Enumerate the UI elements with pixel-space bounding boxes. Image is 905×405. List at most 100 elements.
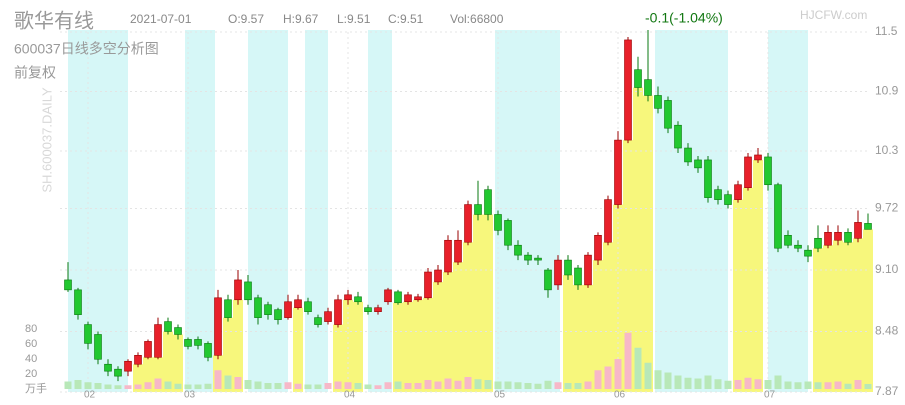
band — [248, 30, 288, 392]
candle-body — [314, 317, 322, 325]
volume-bar — [334, 381, 342, 389]
candle-body — [794, 244, 802, 249]
trend-fill — [333, 324, 343, 392]
trend-fill — [443, 272, 453, 392]
volume-bar — [814, 382, 822, 389]
trend-fill — [593, 260, 603, 392]
candle-body — [564, 259, 572, 276]
volume-bar — [614, 359, 622, 389]
volume-bar — [164, 381, 172, 389]
close: C:9.51 — [388, 12, 424, 26]
volume-bar — [704, 375, 712, 389]
date: 2021-07-01 — [130, 12, 192, 26]
band — [185, 30, 215, 392]
x-tick-label: 04 — [344, 390, 356, 400]
volume-bar — [184, 384, 192, 389]
candle-body — [864, 223, 872, 230]
volume-bar — [664, 372, 672, 389]
candle-body — [304, 301, 312, 312]
x-tick-label: 02 — [84, 390, 96, 400]
candle-body — [334, 299, 342, 325]
candle-body — [684, 147, 692, 163]
volume-tick-label: 40 — [25, 353, 37, 365]
band — [305, 30, 328, 392]
trend-fill — [753, 159, 763, 392]
volume-bar — [644, 362, 652, 389]
volume-bar — [114, 385, 122, 389]
site: HJCFW.com — [800, 8, 867, 22]
candle-body — [384, 289, 392, 303]
candle-body — [494, 214, 502, 231]
candle-body — [274, 309, 282, 320]
volume-bar — [174, 383, 182, 389]
volume-bar — [404, 383, 412, 389]
volume-bar — [254, 381, 262, 389]
trend-fill — [863, 229, 873, 392]
trend-fill — [473, 214, 483, 392]
candle-body — [654, 95, 662, 109]
candle-body — [614, 139, 622, 205]
y-tick-label: 7.87 — [875, 384, 899, 398]
volume-bar — [594, 370, 602, 389]
candle-body — [804, 249, 812, 257]
candle-body — [324, 311, 332, 322]
volume-bar — [494, 381, 502, 389]
candle-body — [394, 291, 402, 304]
volume-bar — [534, 383, 542, 389]
candle-body — [664, 100, 672, 129]
volume-bar — [274, 383, 282, 389]
candle-body — [594, 235, 602, 261]
volume: Vol:66800 — [450, 12, 504, 26]
open: O:9.57 — [228, 12, 264, 26]
y-tick-label: 11.5 — [875, 24, 898, 38]
trend-fill — [403, 301, 413, 392]
low: L:9.51 — [337, 12, 371, 26]
trend-fill — [453, 262, 463, 392]
y-tick-label: 9.72 — [875, 201, 899, 215]
candle-body — [74, 289, 82, 315]
y-tick-label: 9.10 — [875, 262, 899, 276]
candle-body — [204, 343, 212, 358]
volume-bar — [514, 382, 522, 389]
volume-bar — [314, 384, 322, 389]
volume-bar — [264, 383, 272, 389]
trend-fill — [423, 297, 433, 392]
volume-bar — [524, 383, 532, 389]
volume-bar — [244, 380, 252, 389]
candle-body — [624, 39, 632, 141]
trend-fill — [463, 242, 473, 392]
candle-body — [244, 281, 252, 301]
candle-body — [144, 341, 152, 358]
volume-bar — [414, 383, 422, 389]
volume-bar — [604, 366, 612, 389]
band — [495, 30, 560, 392]
candle-body — [104, 363, 112, 372]
candle-body — [284, 301, 292, 318]
candle-body — [404, 294, 412, 303]
x-tick-label: 06 — [614, 390, 626, 400]
x-tick-label: 05 — [494, 390, 506, 400]
volume-unit: 万手 — [25, 381, 47, 395]
volume-bar — [124, 385, 132, 389]
trend-fill — [583, 284, 593, 392]
volume-tick-label: 20 — [25, 368, 37, 380]
volume-bar — [864, 383, 872, 389]
band — [655, 30, 728, 392]
volume-bar — [294, 383, 302, 389]
volume-layer — [64, 332, 872, 389]
x-tick-label: 07 — [764, 390, 776, 400]
trend-fill — [153, 357, 163, 392]
volume-bar — [554, 382, 562, 389]
volume-bar — [654, 370, 662, 389]
trend-fill — [413, 299, 423, 392]
volume-bar — [584, 381, 592, 389]
candle-body — [234, 279, 242, 301]
candle-body — [364, 307, 372, 312]
volume-bar — [784, 381, 792, 389]
candle-body — [294, 299, 302, 309]
volume-bar — [434, 381, 442, 389]
volume-bar — [224, 375, 232, 389]
trend-fill — [733, 199, 743, 392]
watermark: SH.600037.DAILY — [39, 87, 54, 193]
candle-body — [524, 254, 532, 261]
